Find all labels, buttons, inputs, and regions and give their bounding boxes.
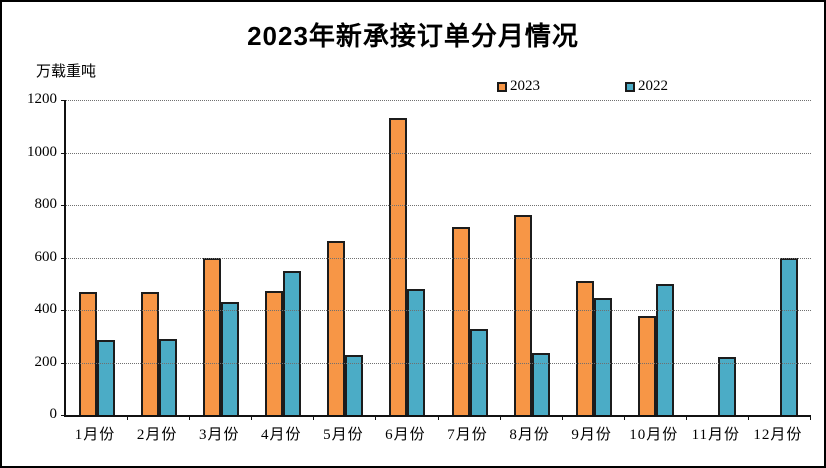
bar-group-8月份: [501, 100, 563, 415]
bar-group-5月份: [314, 100, 376, 415]
x-tick-4: [313, 415, 315, 420]
bar-group-12月份: [749, 100, 811, 415]
bar-group-6月份: [376, 100, 438, 415]
gridline-1200: [66, 100, 811, 101]
bar-2023-4月份: [265, 291, 284, 415]
gridline-400: [66, 310, 811, 311]
bar-2022-7月份: [469, 329, 488, 415]
gridline-800: [66, 205, 811, 206]
bar-2022-5月份: [345, 355, 364, 415]
bar-2023-9月份: [575, 281, 594, 415]
bar-group-4月份: [252, 100, 314, 415]
x-label-10月份: 10月份: [629, 427, 679, 443]
legend-item-2023: 2023: [497, 78, 540, 95]
legend-swatch-2022: [625, 81, 635, 92]
bar-2023-8月份: [513, 215, 532, 415]
y-tick-label-1200: 1200: [27, 91, 57, 108]
x-label-12月份: 12月份: [753, 427, 803, 443]
legend: 2023 2022: [2, 78, 824, 96]
x-tick-12: [810, 415, 811, 420]
bar-2022-4月份: [283, 271, 302, 415]
chart-title: 2023年新承接订单分月情况: [247, 21, 579, 51]
x-label-5月份: 5月份: [323, 427, 364, 443]
bar-2023-3月份: [203, 258, 222, 415]
bar-group-1月份: [66, 100, 128, 415]
x-label-3月份: 3月份: [198, 427, 240, 443]
x-axis-labels: 1月份 2月份 3月份 4月份 5月份 6月份 7月份 8月份 9月份 10月份 11月份 12月份: [64, 423, 809, 444]
x-tick-7: [499, 415, 501, 420]
y-tick-400: [61, 310, 66, 311]
bar-2022-8月份: [531, 353, 550, 415]
gridline-600: [66, 257, 811, 259]
y-tick-1000: [61, 152, 66, 154]
bar-2022-11月份: [717, 357, 736, 415]
x-label-4月份: 4月份: [261, 427, 302, 443]
y-tick-800: [61, 205, 66, 206]
plot-area: 0 200 400 600 800 1000 1200: [27, 91, 811, 422]
bar-2023-6月份: [389, 118, 408, 415]
bar-2022-10月份: [655, 284, 674, 415]
x-label-9月份: 9月份: [571, 427, 612, 443]
bar-2023-7月份: [451, 227, 470, 415]
x-label-11月份: 11月份: [691, 427, 741, 443]
gridline-200: [66, 362, 811, 364]
y-tick-600: [61, 257, 66, 259]
legend-item-2022: 2022: [625, 78, 668, 95]
y-tick-200: [61, 362, 66, 364]
bar-group-11月份: [687, 100, 749, 415]
y-tick-label-400: 400: [34, 301, 58, 318]
bar-group-7月份: [438, 100, 500, 415]
bar-2023-2月份: [141, 292, 160, 415]
x-label-2月份: 2月份: [136, 427, 178, 443]
y-axis-unit-label: 万载重吨: [36, 64, 97, 80]
bar-2023-10月份: [637, 316, 656, 415]
gridline-1000: [66, 152, 811, 154]
bar-group-10月份: [625, 100, 687, 415]
legend-label-2022: 2022: [638, 78, 668, 94]
bar-2023-1月份: [79, 292, 98, 415]
legend-swatch-2023: [497, 81, 507, 92]
x-tick-3: [251, 415, 253, 420]
y-tick-label-800: 800: [34, 196, 58, 213]
bar-group-3月份: [190, 100, 252, 415]
y-tick-label-1000: 1000: [27, 143, 57, 160]
bar-2022-2月份: [159, 339, 178, 415]
x-tick-11: [747, 415, 749, 420]
bar-2023-5月份: [327, 241, 346, 415]
y-tick-label-200: 200: [34, 353, 58, 370]
x-label-1月份: 1月份: [74, 427, 116, 443]
x-label-7月份: 7月份: [447, 427, 488, 443]
x-tick-9: [623, 415, 625, 420]
x-tick-1: [127, 415, 129, 420]
x-tick-10: [685, 415, 687, 420]
y-tick-1200: [61, 100, 66, 101]
x-tick-8: [561, 415, 563, 420]
bar-2022-6月份: [407, 289, 426, 415]
y-tick-0: [61, 415, 66, 416]
bar-group-2月份: [128, 100, 190, 415]
x-tick-6: [437, 415, 439, 420]
bar-2022-12月份: [779, 258, 798, 415]
y-tick-label-0: 0: [49, 406, 58, 423]
bar-group-9月份: [563, 100, 625, 415]
bar-groups: [66, 100, 811, 415]
x-label-8月份: 8月份: [509, 427, 550, 443]
bar-2022-3月份: [221, 302, 240, 415]
x-tick-2: [189, 415, 191, 420]
x-label-6月份: 6月份: [385, 427, 426, 443]
bar-2022-1月份: [97, 340, 116, 415]
bar-2022-9月份: [593, 298, 612, 415]
y-tick-label-600: 600: [34, 248, 58, 265]
x-tick-5: [375, 415, 377, 420]
legend-label-2023: 2023: [510, 78, 540, 94]
